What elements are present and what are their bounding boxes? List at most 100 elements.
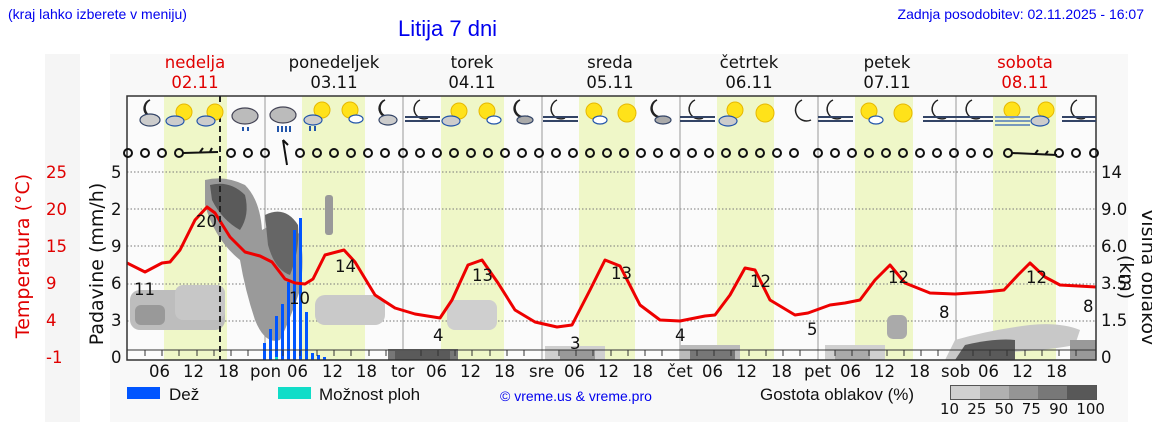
x-tick: 12: [598, 362, 619, 381]
x-tick-day: čet: [667, 362, 693, 381]
cloud-tick: 6.0: [1101, 237, 1128, 256]
x-tick-day: sob: [941, 362, 971, 381]
scale-label: 25: [967, 400, 987, 418]
rain-tick: 6: [111, 274, 122, 293]
temp-tick: 25: [46, 163, 67, 182]
rain-tick: 9: [111, 237, 122, 256]
showers-legend-label: Možnost ploh: [319, 385, 421, 404]
cloud-tick: 3.5: [1101, 274, 1128, 293]
sun-cloud-icon: [860, 102, 884, 125]
scale-label: 10: [940, 400, 960, 418]
x-tick: 06: [564, 362, 585, 381]
x-tick: 12: [460, 362, 481, 381]
moon-fog-icon: [923, 99, 958, 122]
x-tick-day: pet: [804, 362, 832, 381]
sun-icon: [755, 103, 775, 123]
day-header-0: nedelja 02.11: [164, 53, 226, 92]
temp-tick: -1: [46, 348, 63, 367]
day-header-5: petek 07.11: [863, 53, 911, 92]
sun-cloud-icon: [441, 102, 468, 127]
moon-fog-icon: [818, 99, 853, 122]
region-hint-link[interactable]: (kraj lahko izberete v meniju): [8, 6, 187, 22]
temp-annotation: 13: [611, 264, 632, 283]
sun-cloud-icon: [585, 102, 608, 125]
rain-legend-swatch: [127, 387, 160, 399]
rain-legend-label: Dež: [169, 385, 200, 404]
temp-annotation: 11: [134, 280, 155, 299]
day-header-4: četrtek 06.11: [719, 53, 779, 92]
rain-tick: 3: [111, 311, 122, 330]
temp-tick: 15: [46, 237, 67, 256]
x-tick-day: pon: [250, 362, 282, 381]
x-tick: 06: [426, 362, 447, 381]
showers-legend-swatch: [278, 387, 311, 399]
moon-icon: [794, 99, 812, 122]
cloud-density-scale-labels: 10 25 50 75 90 100: [940, 400, 1105, 418]
x-tick: 06: [149, 362, 170, 381]
temp-annotation: 4: [675, 326, 686, 345]
x-tick: 12: [322, 362, 343, 381]
temp-annotation: 12: [1026, 268, 1047, 287]
temp-annotation: 20: [196, 212, 217, 231]
day-header-3: sreda 05.11: [586, 53, 634, 92]
copyright-link[interactable]: © vreme.us & vreme.pro: [500, 388, 652, 404]
sun-fog-icon: [995, 101, 1030, 126]
sun-cloud-icon: [478, 102, 502, 125]
x-tick: 06: [978, 362, 999, 381]
temp-annotation: 4: [433, 326, 444, 345]
day-header-1: ponedeljek 03.11: [288, 53, 380, 92]
cloud-density-scale: [950, 385, 1097, 400]
x-tick: 12: [183, 362, 204, 381]
rain-tick: 5: [111, 163, 122, 182]
x-tick-day: sre: [529, 362, 555, 381]
temp-annotation: 14: [335, 257, 356, 276]
cloud-tick: 1.5: [1101, 311, 1128, 330]
scale-label: 75: [1021, 400, 1041, 418]
day-header-6: sobota 08.11: [997, 53, 1053, 92]
temp-tick: 4: [46, 311, 57, 330]
rain-cloud-icon: [231, 107, 259, 131]
temp-annotation: 5: [807, 320, 818, 339]
temperature-line: [126, 205, 1097, 329]
scale-label: 50: [994, 400, 1014, 418]
x-tick: 06: [840, 362, 861, 381]
x-tick: 18: [771, 362, 792, 381]
moon-fog-icon: [1062, 99, 1096, 122]
moon-cloud-icon: [378, 99, 398, 126]
temp-tick: 20: [46, 200, 67, 219]
x-tick: 12: [874, 362, 895, 381]
moon-fog-icon: [680, 99, 715, 122]
moon-cloud-icon: [650, 99, 672, 125]
cloud-density-label: Gostota oblakov (%): [760, 385, 915, 404]
sun-rain-icon: [303, 101, 331, 131]
left-axis-panel: [45, 54, 80, 422]
temp-annotation: 10: [289, 289, 310, 308]
x-tick: 06: [287, 362, 308, 381]
temp-annotation: 13: [472, 266, 493, 285]
temp-annotation: 12: [888, 268, 909, 287]
last-updated: Zadnja posodobitev: 02.11.2025 - 16:07: [897, 6, 1144, 22]
x-tick: 18: [494, 362, 515, 381]
page-title: Litija 7 dni: [398, 16, 498, 41]
wind-indicators: [123, 148, 1099, 158]
cloud-tick: 14: [1101, 163, 1122, 182]
x-tick: 12: [1012, 362, 1033, 381]
moon-fog-icon: [958, 99, 993, 122]
cloud-tick: 0: [1101, 348, 1112, 367]
temp-tick: 9: [46, 274, 57, 293]
temp-annotation: 8: [939, 303, 950, 322]
sun-cloud-icon: [341, 101, 364, 124]
x-tick: 18: [1046, 362, 1067, 381]
cloud-tick: 9.0: [1101, 200, 1128, 219]
sun-cloud-icon: [1030, 101, 1055, 127]
sun-icon: [617, 103, 637, 123]
x-tick: 18: [632, 362, 653, 381]
x-tick: 06: [702, 362, 723, 381]
x-tick: 18: [909, 362, 930, 381]
x-tick: 18: [356, 362, 377, 381]
sun-cloud-icon: [718, 101, 744, 127]
x-tick: 18: [218, 362, 239, 381]
cloud-density-layer: [130, 178, 1096, 360]
temp-annotation: 3: [570, 334, 581, 353]
